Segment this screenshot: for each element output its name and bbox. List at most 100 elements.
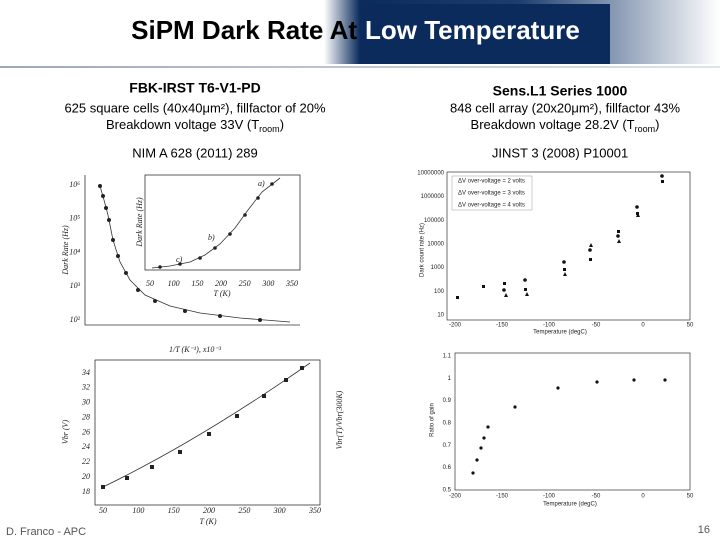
points (471, 378, 667, 475)
inset (144, 174, 301, 271)
y-tick-label: 1000 (431, 265, 445, 271)
inset-x-tick-label: 300 (261, 279, 274, 288)
inset-points (158, 182, 274, 269)
y-tick-label: 0.7 (443, 443, 452, 449)
y-tick-label: 10000 (427, 242, 444, 248)
y-tick-label: 26 (82, 427, 90, 436)
x-label: Temperature (degC) (543, 502, 597, 508)
y-tick-label: 30 (81, 398, 90, 407)
y-tick-label: 1.1 (443, 354, 452, 360)
x-tick-label: 150 (168, 506, 180, 515)
left-line1: 625 square cells (40x40μm²), fillfactor … (64, 100, 326, 115)
points (456, 174, 664, 299)
x-tick-label: -100 (543, 494, 556, 500)
curve-label: a) (258, 179, 265, 188)
right-name: Sens.L1 Series 1000 (493, 83, 628, 99)
frame (94, 359, 321, 506)
figure-fbk-dark-rate (84, 174, 301, 326)
figure-fbk-breakdown (94, 359, 321, 506)
sub: room (259, 124, 280, 134)
x-label: Temperature (degC) (533, 330, 587, 336)
text: Breakdown voltage 28.2V (T (471, 117, 635, 132)
x-tick-label: -50 (592, 494, 601, 500)
y-tick-label: 10000000 (417, 171, 444, 177)
y-label: Ratio of gain (430, 403, 436, 437)
y-tick-label: 100 (434, 289, 445, 295)
footer-author: D. Franco - APC (6, 526, 86, 538)
inset-x-tick-label: 350 (285, 279, 298, 288)
y-tick-label: 10⁵ (69, 214, 80, 223)
y-tick-label: 1 (448, 376, 452, 382)
x-label: 1/T (K⁻¹), x10⁻³ (169, 345, 222, 354)
points (98, 184, 262, 322)
x-tick-label: 0 (641, 323, 645, 329)
points (101, 366, 304, 489)
inset-x-tick-label: 100 (168, 279, 180, 288)
header-box (360, 4, 610, 64)
y-tick-label: 10⁴ (69, 247, 80, 256)
y-tick-label: 0.9 (443, 398, 452, 404)
header-rule (0, 66, 720, 68)
right-reference: JINST 3 (2008) P10001 (492, 145, 628, 160)
x-tick-label: -150 (496, 323, 509, 329)
inset-x-tick-label: 250 (239, 279, 251, 288)
y-tick-label: 10⁶ (69, 180, 80, 189)
figure-sensl-dark-rate (446, 171, 691, 321)
y-tick-label: 34 (81, 368, 90, 377)
x-tick-label: -200 (449, 323, 462, 329)
x-tick-label: -50 (592, 323, 601, 329)
curve-label: b) (208, 233, 215, 242)
end: ) (280, 117, 284, 132)
y-label: Dark Rate (Hz) (61, 225, 70, 276)
y-tick-label: 100000 (424, 218, 445, 224)
inset-y-label: Dark Rate (Hz) (135, 197, 144, 248)
x-tick-label: 200 (203, 506, 215, 515)
y-tick-label: 10² (70, 315, 81, 324)
x-tick-label: 350 (308, 506, 321, 515)
footer-page: 16 (698, 524, 710, 536)
inset-x-tick-label: 150 (191, 279, 203, 288)
inset-x-tick-label: 200 (215, 279, 227, 288)
curve-label: c) (176, 255, 183, 264)
left-reference: NIM A 628 (2011) 289 (132, 145, 258, 160)
inset-x-label: T (K) (214, 289, 231, 298)
x-tick-label: 50 (99, 506, 107, 515)
x-tick-label: 50 (687, 323, 694, 329)
y-tick-label: 22 (82, 457, 90, 466)
x-tick-label: -100 (543, 323, 556, 329)
sub: room (635, 124, 656, 134)
left-line2: Breakdown voltage 33V (Troom) (106, 117, 284, 134)
x-tick-label: 50 (687, 494, 694, 500)
y2-label: Vbr(T)/Vbr(300K) (335, 390, 344, 449)
y-tick-label: 0.5 (443, 488, 452, 494)
y-tick-label: 10³ (70, 281, 81, 290)
x-tick-label: -150 (496, 494, 509, 500)
y-tick-label: 0.8 (443, 421, 452, 427)
curve (102, 362, 311, 488)
right-line2: Breakdown voltage 28.2V (Troom) (471, 117, 660, 134)
y-tick-label: 32 (81, 383, 90, 392)
y-tick-label: 24 (82, 442, 90, 451)
y-tick-label: 20 (82, 472, 90, 481)
legend-entry: ΔV over-voltage = 2 volts (458, 179, 525, 185)
figure-sensl-gain (454, 352, 691, 491)
legend-entry: ΔV over-voltage = 3 volts (458, 191, 525, 197)
y-tick-label: 18 (82, 487, 90, 496)
x-tick-label: -200 (449, 494, 462, 500)
title-part2: Low Temperature (365, 15, 580, 45)
x-tick-label: 100 (132, 506, 144, 515)
end: ) (655, 117, 659, 132)
frame (446, 171, 691, 321)
curve (99, 185, 291, 323)
y-tick-label: 10 (437, 313, 444, 319)
x-tick-label: 250 (238, 506, 250, 515)
frame (454, 352, 691, 491)
x-label: T (K) (200, 517, 217, 526)
title-part1: SiPM Dark Rate At (131, 15, 357, 45)
y-label: Vbr (V) (61, 420, 70, 445)
y-tick-label: 0.6 (443, 465, 452, 471)
y-label: Dark count rate (Hz) (420, 223, 426, 277)
legend-entry: ΔV over-voltage = 4 volts (458, 203, 525, 209)
legend-box (451, 175, 533, 211)
